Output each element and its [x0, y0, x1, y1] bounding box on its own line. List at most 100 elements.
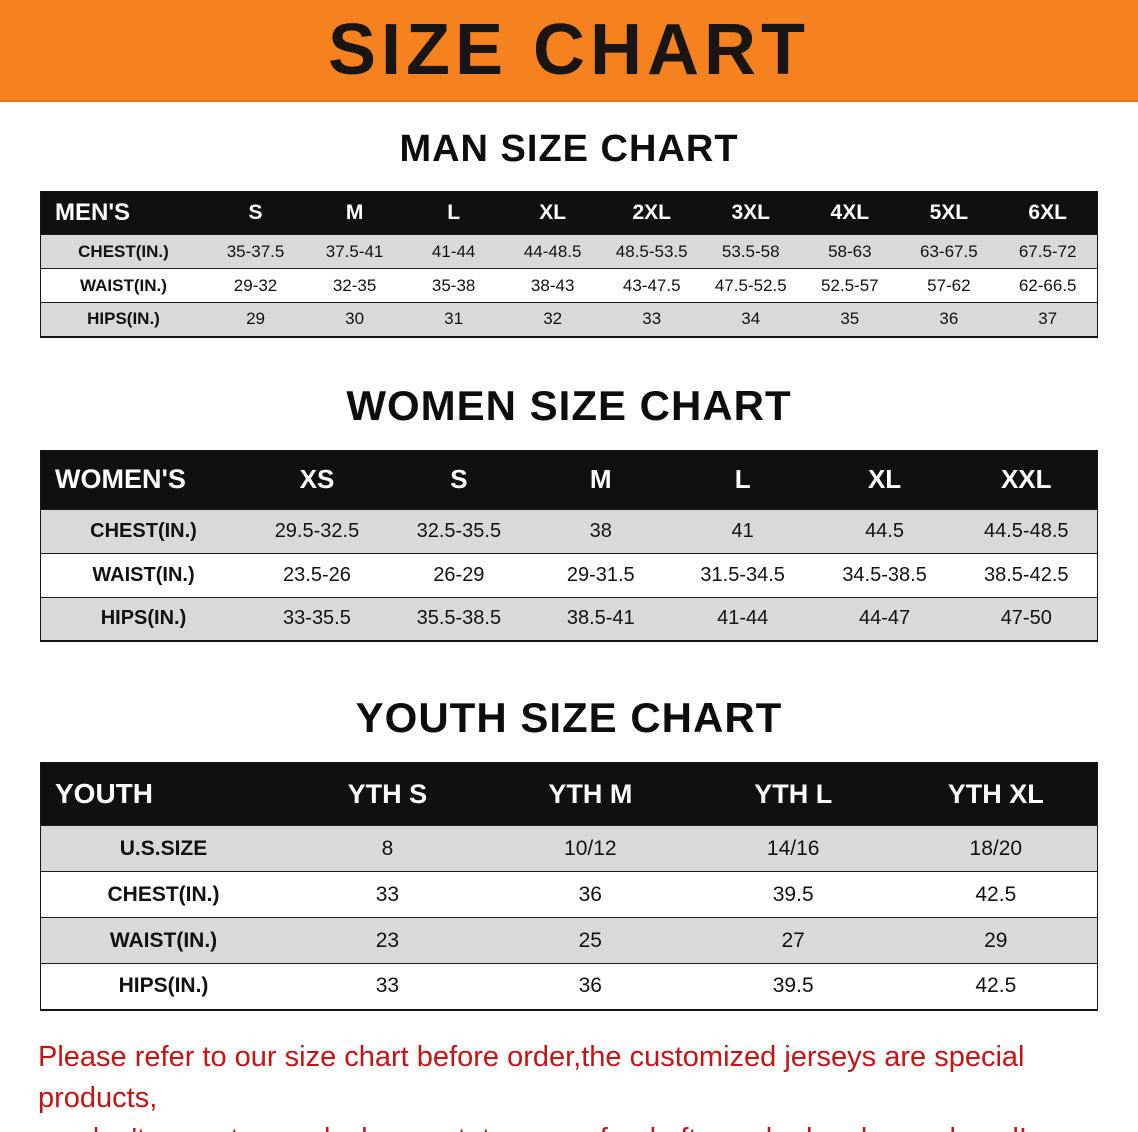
size-value: 33-35.5	[246, 596, 388, 641]
size-value: 41-44	[671, 596, 814, 641]
size-value: 25	[488, 917, 692, 964]
size-value: 63-67.5	[899, 234, 999, 269]
banner: SIZE CHART	[0, 0, 1138, 102]
row-label: CHEST(IN.)	[40, 871, 286, 918]
disclaimer-line-1: Please refer to our size chart before or…	[38, 1040, 1025, 1114]
size-value: 31.5-34.5	[671, 552, 814, 597]
youth-section-heading: YOUTH SIZE CHART	[355, 694, 783, 741]
size-column-header: 4XL	[800, 191, 900, 235]
youth-size-section: YOUTH SIZE CHART YOUTH YTH S YTH M YTH L YTH…	[0, 642, 1138, 1011]
size-value: 36	[488, 963, 692, 1010]
size-value: 29.5-32.5	[246, 508, 388, 553]
table-row: CHEST(IN.) 35-37.5 37.5-41 41-44 44-48.5 48.5…	[40, 234, 1098, 269]
size-value: 53.5-58	[701, 234, 801, 269]
size-value: 36	[488, 871, 692, 918]
men-section-heading: MAN SIZE CHART	[399, 128, 739, 170]
size-column-header: S	[206, 191, 306, 235]
size-column-header: YTH M	[488, 762, 692, 826]
women-section-heading: WOMEN SIZE CHART	[346, 381, 792, 429]
men-size-table: MEN'S S M L XL 2XL 3XL 4XL 5XL 6XL CHEST(IN.) 35-37…	[40, 191, 1098, 338]
table-row: WAIST(IN.) 23 25 27 29	[40, 917, 1098, 964]
size-value: 23	[286, 917, 489, 964]
size-value: 44.5-48.5	[955, 508, 1098, 553]
size-value: 41	[671, 508, 814, 553]
size-column-header: L	[671, 450, 814, 509]
size-value: 38.5-42.5	[955, 552, 1098, 597]
table-title-cell: MEN'S	[40, 191, 206, 235]
row-label: HIPS(IN.)	[40, 963, 286, 1010]
size-value: 26-29	[387, 552, 530, 597]
size-value: 37	[998, 302, 1098, 337]
size-column-header: 5XL	[899, 191, 999, 235]
size-value: 35.5-38.5	[387, 596, 530, 641]
table-row: U.S.SIZE 8 10/12 14/16 18/20	[40, 825, 1098, 872]
table-row: CHEST(IN.) 33 36 39.5 42.5	[40, 871, 1098, 918]
size-value: 58-63	[800, 234, 900, 269]
size-column-header: S	[387, 450, 530, 509]
size-column-header: M	[529, 450, 672, 509]
table-row: WAIST(IN.) 29-32 32-35 35-38 38-43 43-47.5 47.…	[40, 268, 1098, 303]
row-label: CHEST(IN.)	[40, 508, 246, 553]
size-column-header: 6XL	[998, 191, 1098, 235]
size-value: 35-37.5	[206, 234, 306, 269]
size-value: 31	[404, 302, 504, 337]
table-title-cell: YOUTH	[40, 762, 286, 826]
size-value: 29-32	[206, 268, 306, 303]
size-value: 10/12	[488, 825, 692, 872]
size-value: 32-35	[305, 268, 405, 303]
size-value: 44-47	[813, 596, 956, 641]
size-value: 29	[894, 917, 1098, 964]
row-label: WAIST(IN.)	[40, 552, 246, 597]
size-column-header: 2XL	[602, 191, 702, 235]
size-column-header: XXL	[955, 450, 1098, 509]
size-value: 8	[286, 825, 489, 872]
size-value: 48.5-53.5	[602, 234, 702, 269]
table-row: HIPS(IN.) 33 36 39.5 42.5	[40, 963, 1098, 1010]
size-value: 27	[691, 917, 895, 964]
size-value: 39.5	[691, 871, 895, 918]
row-label: WAIST(IN.)	[40, 917, 286, 964]
size-column-header: M	[305, 191, 405, 235]
men-size-section: MAN SIZE CHART MEN'S S M L XL 2XL 3XL 4XL 5XL 6XL…	[0, 102, 1138, 338]
row-label: WAIST(IN.)	[40, 268, 206, 303]
row-label: HIPS(IN.)	[40, 302, 206, 337]
size-column-header: L	[404, 191, 504, 235]
size-value: 67.5-72	[998, 234, 1098, 269]
size-value: 29-31.5	[529, 552, 672, 597]
table-header-row: WOMEN'S XS S M L XL XXL	[40, 450, 1098, 509]
row-label: CHEST(IN.)	[40, 234, 206, 269]
size-value: 33	[602, 302, 702, 337]
women-size-section: WOMEN SIZE CHART WOMEN'S XS S M L XL XXL CHEST(…	[0, 338, 1138, 642]
row-label: HIPS(IN.)	[40, 596, 246, 641]
size-value: 29	[206, 302, 306, 337]
size-value: 39.5	[691, 963, 895, 1010]
table-header-row: YOUTH YTH S YTH M YTH L YTH XL	[40, 762, 1098, 826]
size-value: 18/20	[894, 825, 1098, 872]
size-value: 33	[286, 871, 489, 918]
size-value: 44.5	[813, 508, 956, 553]
size-column-header: XS	[246, 450, 388, 509]
size-value: 35	[800, 302, 900, 337]
size-value: 42.5	[894, 871, 1098, 918]
size-column-header: XL	[503, 191, 603, 235]
size-value: 62-66.5	[998, 268, 1098, 303]
size-column-header: YTH S	[286, 762, 489, 826]
size-value: 57-62	[899, 268, 999, 303]
table-row: WAIST(IN.) 23.5-26 26-29 29-31.5 31.5-34.5 34…	[40, 552, 1098, 597]
size-value: 30	[305, 302, 405, 337]
page-title: SIZE CHART	[328, 10, 810, 90]
size-value: 34.5-38.5	[813, 552, 956, 597]
size-value: 38.5-41	[529, 596, 672, 641]
size-value: 37.5-41	[305, 234, 405, 269]
size-value: 44-48.5	[503, 234, 603, 269]
table-header-row: MEN'S S M L XL 2XL 3XL 4XL 5XL 6XL	[40, 191, 1098, 235]
size-value: 42.5	[894, 963, 1098, 1010]
size-value: 14/16	[691, 825, 895, 872]
size-value: 32.5-35.5	[387, 508, 530, 553]
disclaimer-line-2: we don't accept cancel, change, teturn o…	[38, 1119, 1100, 1132]
size-value: 47.5-52.5	[701, 268, 801, 303]
table-row: CHEST(IN.) 29.5-32.5 32.5-35.5 38 41 44.5 44.5…	[40, 508, 1098, 553]
size-value: 36	[899, 302, 999, 337]
row-label: U.S.SIZE	[40, 825, 286, 872]
